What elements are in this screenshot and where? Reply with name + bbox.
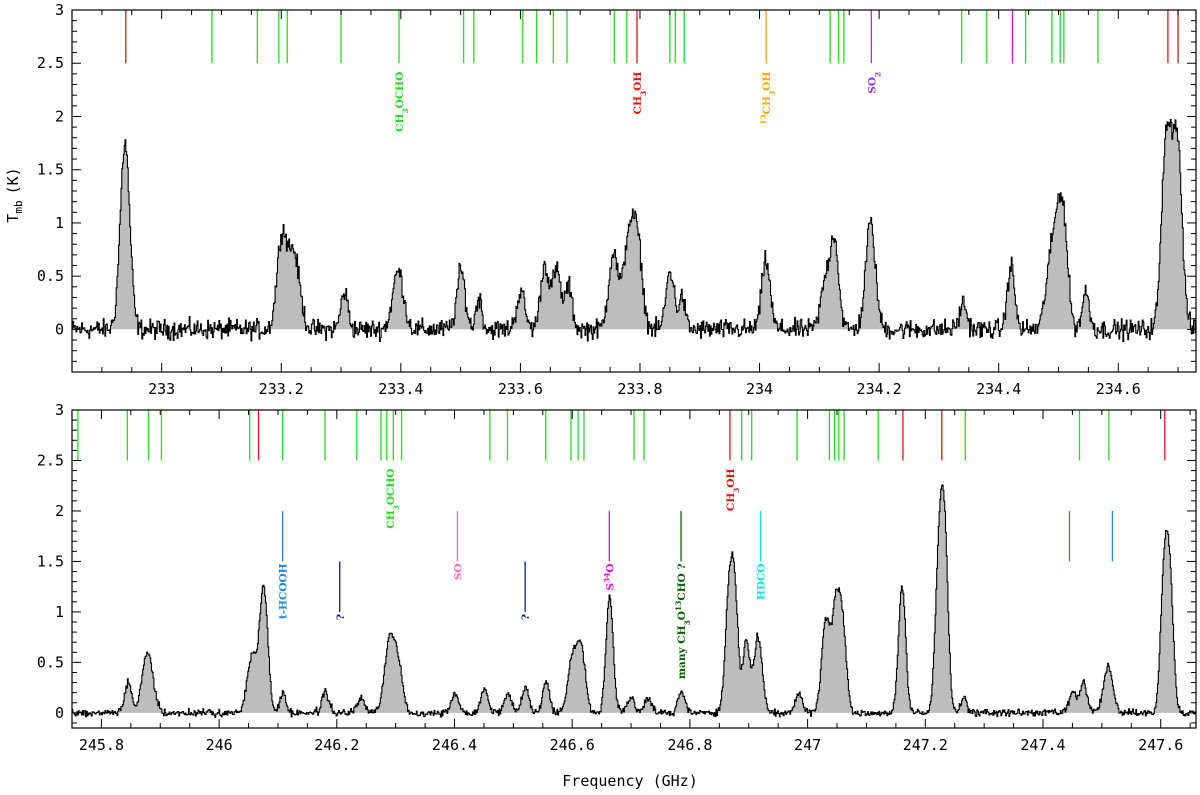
species-label: SO — [452, 563, 464, 580]
y-tick-label: 0.5 — [37, 653, 64, 671]
y-axis-title: Tmb (K) — [4, 167, 25, 222]
species-label: CH3OCHO — [385, 469, 401, 529]
axes-frame — [71, 409, 1197, 729]
y-tick-label: 0.5 — [37, 267, 64, 285]
x-tick-label: 233 — [148, 380, 175, 398]
species-label: 13CH3OH — [759, 72, 777, 125]
y-tick-label: 1.5 — [37, 552, 64, 570]
spectrum-line — [72, 119, 1196, 343]
y-tick-label: 0 — [55, 704, 64, 722]
x-tick-label: 233.6 — [498, 380, 543, 398]
y-tick-label: 1 — [55, 214, 64, 232]
x-tick-label: 233.4 — [378, 380, 423, 398]
x-tick-label: 247.2 — [903, 736, 948, 754]
species-label: CH3OCHO — [394, 72, 410, 132]
species-label: CH3OH — [725, 468, 741, 511]
y-tick-label: 2 — [55, 502, 64, 520]
species-label: t-HCOOH — [278, 563, 290, 619]
plot-area: t-HCOOH ? CH3OCHO SO? S34O many CH3O13CHO ? CH… — [72, 410, 1196, 718]
y-tick-label: 0 — [55, 320, 64, 338]
x-tick-label: 234.6 — [1096, 380, 1141, 398]
y-tick-label: 2.5 — [37, 54, 64, 72]
species-label: SO2 — [866, 72, 882, 94]
x-tick-label: 246 — [206, 736, 233, 754]
y-tick-label: 1.5 — [37, 161, 64, 179]
y-tick-label: 3 — [55, 1, 64, 19]
y-tick-label: 3 — [55, 401, 64, 419]
emission-fill — [72, 484, 1196, 713]
emission-fill — [72, 119, 1196, 330]
y-tick-label: 2 — [55, 107, 64, 125]
species-label: ? — [335, 614, 347, 620]
species-label: CH3OH — [632, 72, 648, 115]
bottom-panel: t-HCOOH ? CH3OCHO SO? S34O many CH3O13CHO ? CH… — [37, 401, 1197, 754]
plot-area: CH3OCHO CH3OH 13CH3OH SO2 — [72, 10, 1196, 343]
species-label: S34O — [602, 563, 617, 590]
y-axis-symbol: T — [4, 214, 22, 223]
x-tick-label: 234.2 — [857, 380, 902, 398]
spectrum-line — [72, 484, 1196, 718]
x-tick-label: 245.8 — [79, 736, 124, 754]
x-tick-label: 234 — [746, 380, 773, 398]
y-tick-label: 1 — [55, 603, 64, 621]
x-tick-label: 247.6 — [1138, 736, 1183, 754]
top-panel: CH3OCHO CH3OH 13CH3OH SO2 233 233.2 233.4 233.6… — [37, 1, 1197, 398]
x-tick-label: 234.4 — [976, 380, 1021, 398]
x-tick-label: 233.2 — [259, 380, 304, 398]
x-tick-label: 246.4 — [432, 736, 477, 754]
x-axis-title: Frequency (GHz) — [562, 772, 697, 790]
species-label: ? — [520, 614, 532, 620]
y-axis-subscript: mb — [12, 200, 25, 213]
x-tick-label: 246.2 — [314, 736, 359, 754]
x-tick-label: 246.8 — [667, 736, 712, 754]
x-tick-label: 233.8 — [617, 380, 662, 398]
y-tick-label: 2.5 — [37, 451, 64, 469]
species-label: many CH3O13CHO ? — [674, 563, 692, 679]
species-label: HDCO — [756, 563, 768, 600]
y-axis-unit: (K) — [4, 167, 22, 194]
x-tick-label: 246.6 — [550, 736, 595, 754]
x-tick-label: 247.4 — [1020, 736, 1065, 754]
x-tick-label: 247 — [794, 736, 821, 754]
